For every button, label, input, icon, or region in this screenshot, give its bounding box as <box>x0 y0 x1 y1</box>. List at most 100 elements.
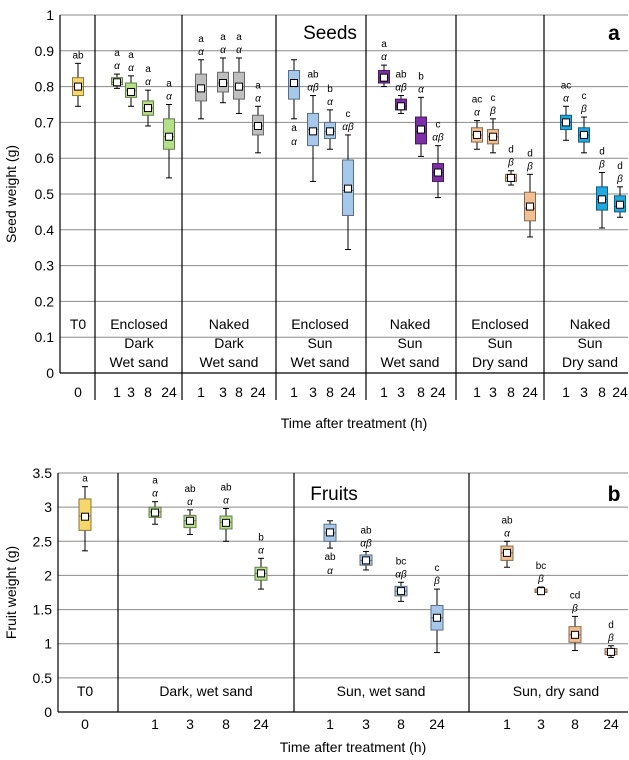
significance-letter: ab <box>184 484 196 495</box>
box-mean-marker <box>503 548 511 557</box>
box-mean-marker <box>489 132 497 141</box>
box-mean-marker <box>165 132 173 141</box>
significance-letter: c <box>491 93 496 104</box>
box-mean-marker <box>433 613 441 622</box>
y-axis-label: Seed weight (g) <box>3 145 19 243</box>
group-label: Sun, wet sand <box>337 683 426 699</box>
group-label: T0 <box>70 316 87 332</box>
significance-letter: b <box>258 532 264 543</box>
significance-letter: a <box>255 80 261 91</box>
box-mean-marker <box>434 168 442 177</box>
significance-letter: ab <box>72 50 84 61</box>
y-tick-label: 2.5 <box>33 533 53 549</box>
group-label: Dark <box>214 335 245 351</box>
y-tick-label: 1 <box>46 7 54 23</box>
significance-letter: a <box>128 50 134 61</box>
fruits-panel: 00.511.522.533.5 a0T0αa1αab3αab8αb24Dark,… <box>3 465 628 755</box>
significance-greek: β <box>616 174 623 185</box>
box-mean-marker <box>151 508 159 517</box>
box-mean-marker <box>537 587 545 596</box>
box-mean-marker <box>254 121 262 130</box>
significance-letter: bc <box>536 561 547 572</box>
box-mean-marker <box>362 556 370 565</box>
significance-letter: bc <box>396 556 407 567</box>
box-mean-marker <box>81 512 89 521</box>
significance-letter: c <box>435 563 440 574</box>
box-mean-marker <box>607 647 615 656</box>
x-tick-label: 24 <box>253 716 269 732</box>
group-label: Sun <box>398 335 423 351</box>
x-tick-label: 1 <box>473 384 481 400</box>
significance-greek: αβ <box>395 83 407 94</box>
x-axis-label: Time after treatment (h) <box>281 415 428 431</box>
x-tick-label: 8 <box>144 384 152 400</box>
x-tick-label: 3 <box>127 384 135 400</box>
x-tick-label: 1 <box>113 384 121 400</box>
significance-letter: a <box>152 476 158 487</box>
significance-greek: α <box>255 93 261 104</box>
significance-letter: a <box>114 48 120 59</box>
significance-letter: c <box>436 120 441 131</box>
x-tick-label: 24 <box>250 384 266 400</box>
seeds-panel: 00.10.20.30.40.50.60.70.80.91ab0T0αa1αa3… <box>3 7 628 431</box>
x-tick-label: 24 <box>603 716 619 732</box>
significance-greek: αβ <box>395 569 407 580</box>
x-tick-label: 8 <box>571 716 579 732</box>
significance-greek: α <box>381 52 387 63</box>
significance-letter: a <box>381 39 387 50</box>
significance-letter: ab <box>501 515 513 526</box>
significance-greek: β <box>489 106 496 117</box>
group-label: Sun <box>488 335 513 351</box>
y-tick-label: 3.5 <box>33 465 53 481</box>
group-label: Sun <box>308 335 333 351</box>
box-mean-marker <box>380 73 388 82</box>
significance-greek: α <box>236 45 242 56</box>
box-mean-marker <box>580 130 588 139</box>
significance-greek: α <box>128 63 134 74</box>
group-label: T0 <box>77 683 94 699</box>
box-mean-marker <box>397 102 405 111</box>
box-mean-marker <box>326 528 334 537</box>
x-tick-label: 8 <box>598 384 606 400</box>
significance-greek: α <box>166 92 172 103</box>
x-tick-label: 3 <box>362 716 370 732</box>
y-tick-label: 3 <box>44 499 52 515</box>
panel-label: a <box>608 22 620 45</box>
significance-greek: α <box>327 566 333 577</box>
significance-greek: α <box>418 84 424 95</box>
x-tick-label: 3 <box>309 384 317 400</box>
y-tick-label: 0.8 <box>35 79 55 95</box>
significance-greek: α <box>327 97 333 108</box>
significance-greek: α <box>152 489 158 500</box>
significance-greek: α <box>291 137 297 148</box>
group-label: Sun <box>578 335 603 351</box>
box-mean-marker <box>507 173 515 182</box>
significance-letter: ab <box>395 70 407 81</box>
x-tick-label: 24 <box>522 384 538 400</box>
significance-letter: ac <box>561 80 572 91</box>
x-tick-label: 8 <box>326 384 334 400</box>
x-tick-label: 3 <box>186 716 194 732</box>
group-label: Naked <box>209 316 249 332</box>
box-mean-marker <box>598 195 606 204</box>
x-tick-label: 24 <box>161 384 177 400</box>
significance-letter: d <box>599 147 605 158</box>
x-tick-label: 3 <box>537 716 545 732</box>
x-tick-label: 24 <box>612 384 628 400</box>
significance-greek: α <box>220 45 226 56</box>
significance-greek: β <box>507 158 514 169</box>
significance-greek: αβ <box>342 122 354 133</box>
group-label: Wet sand <box>381 354 440 370</box>
significance-letter: ab <box>360 526 372 537</box>
significance-letter: c <box>582 91 587 102</box>
x-tick-label: 24 <box>340 384 356 400</box>
group-label: Dry sand <box>472 354 528 370</box>
x-tick-label: 1 <box>197 384 205 400</box>
y-tick-label: 0 <box>44 704 52 720</box>
significance-greek: β <box>526 161 533 172</box>
significance-greek: αβ <box>307 83 319 94</box>
box-mean-marker <box>309 127 317 136</box>
group-label: Naked <box>390 316 430 332</box>
group-label: Wet sand <box>200 354 259 370</box>
significance-letter: b <box>418 71 424 82</box>
